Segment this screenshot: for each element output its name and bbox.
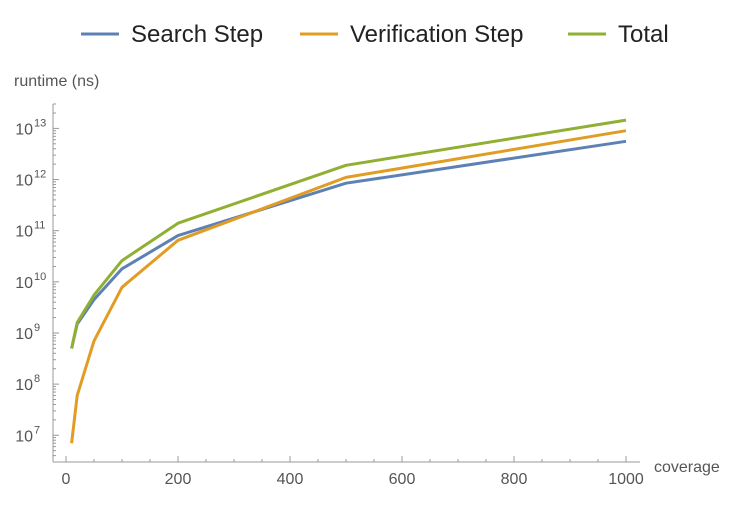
y-tick-exponent: 10: [34, 271, 46, 283]
series-lines: [70, 118, 627, 444]
x-tick-label: 0: [62, 471, 71, 488]
y-tick-label: 10 7: [15, 424, 40, 445]
x-tick-label: 800: [501, 471, 528, 488]
legend-label: Total: [618, 21, 669, 48]
y-tick-exponent: 7: [34, 424, 40, 436]
y-tick-label: 10 12: [15, 169, 46, 190]
x-tick-label: 600: [389, 471, 416, 488]
y-tick-label: 10 8: [15, 373, 40, 394]
y-tick-label: 10 11: [15, 220, 45, 241]
legend-label: Search Step: [131, 21, 263, 48]
x-tick-label: 1000: [608, 471, 644, 488]
legend-item-total: Total: [568, 21, 669, 48]
legend-label: Verification Step: [350, 21, 523, 48]
legend-item-search-step: Search Step: [81, 21, 263, 48]
y-tick-base: 10: [15, 173, 33, 190]
y-tick-label: 10 10: [15, 271, 46, 292]
y-tick-exponent: 11: [34, 220, 45, 232]
x-tick-label: 400: [277, 471, 304, 488]
legend-item-verification-step: Verification Step: [300, 21, 523, 48]
y-tick-label: 10 13: [15, 117, 46, 138]
y-tick-exponent: 13: [34, 117, 46, 129]
y-tick-exponent: 9: [34, 322, 40, 334]
x-tick-label: 200: [165, 471, 192, 488]
y-tick-base: 10: [15, 428, 33, 445]
y-tick-exponent: 12: [34, 169, 46, 181]
series-line-verification-step: [70, 129, 627, 444]
y-tick-base: 10: [15, 326, 33, 343]
y-tick-base: 10: [15, 377, 33, 394]
series-line-search-step: [70, 139, 627, 349]
x-axis-label: coverage: [654, 459, 720, 476]
y-tick-base: 10: [15, 224, 33, 241]
series-line-total: [70, 118, 627, 349]
y-tick-exponent: 8: [34, 373, 40, 385]
y-tick-base: 10: [15, 121, 33, 138]
y-tick-base: 10: [15, 275, 33, 292]
y-axis-label: runtime (ns): [14, 73, 99, 90]
legend: Search Step Verification Step Total: [81, 21, 669, 48]
y-tick-label: 10 9: [15, 322, 40, 343]
